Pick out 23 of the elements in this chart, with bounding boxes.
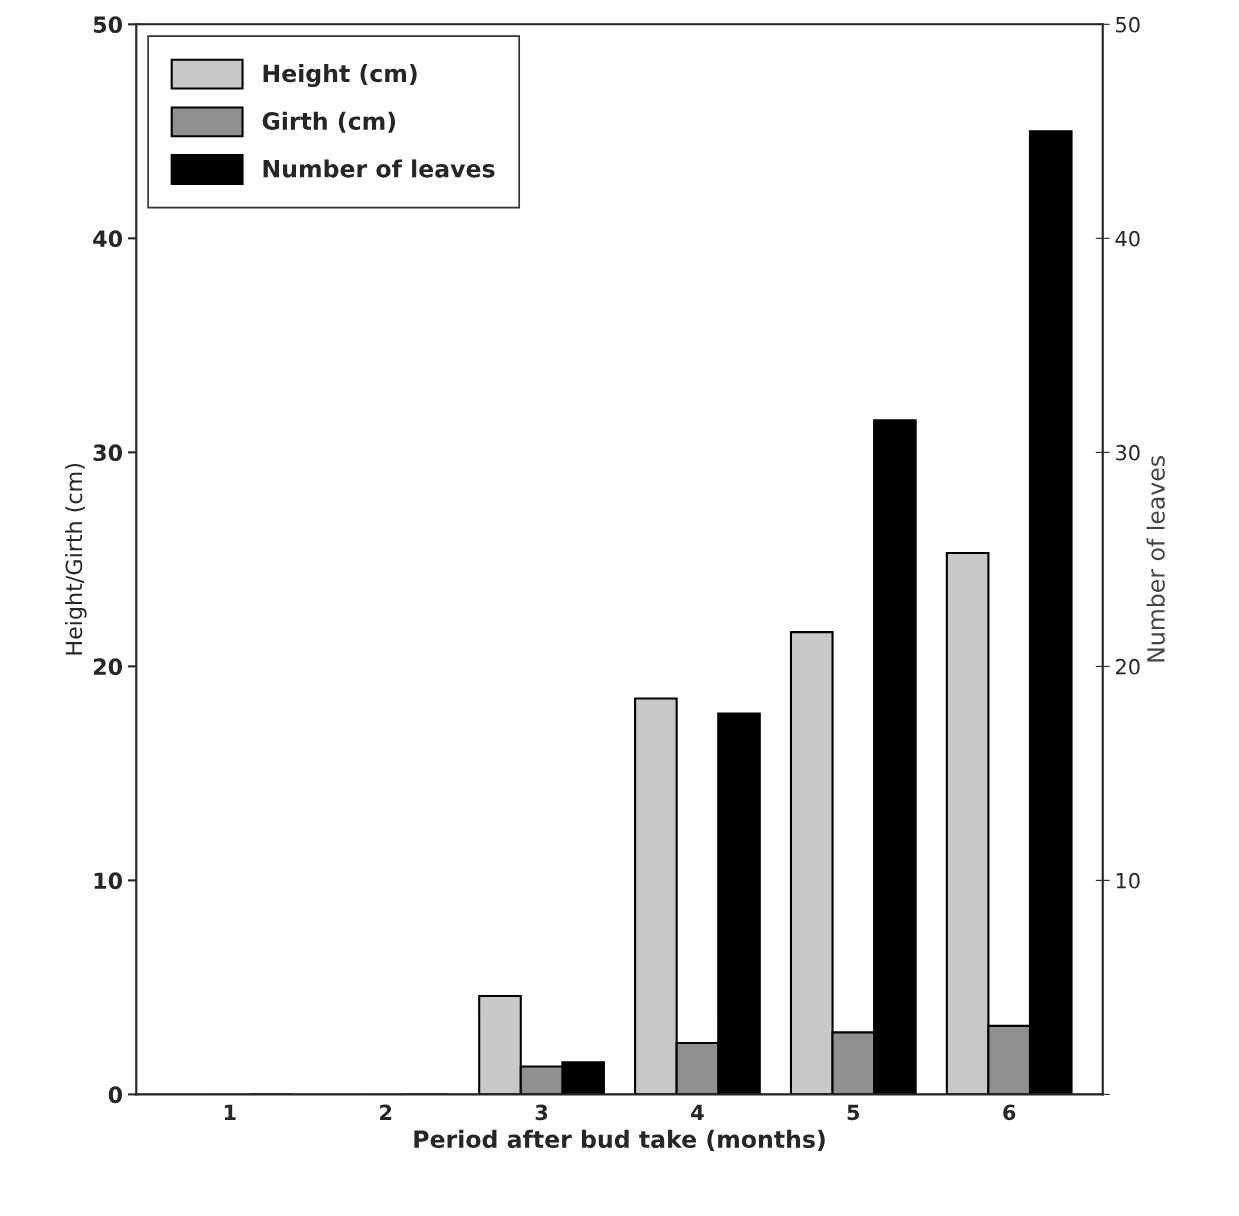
y2-tick-label: 20 xyxy=(1116,658,1140,675)
x-tick-label: 3 xyxy=(535,1104,548,1121)
x-axis-title: Period after bud take (months) xyxy=(414,1129,825,1151)
y-tick-label: 20 xyxy=(93,658,123,676)
x-tick-label: 4 xyxy=(691,1104,704,1120)
legend-label: Height (cm) xyxy=(263,63,417,88)
y2-tick-label: 40 xyxy=(1115,230,1140,247)
legend-label: Girth (cm) xyxy=(262,111,396,133)
legend-label: Number of leaves xyxy=(263,159,495,178)
y2-tick-label: 30 xyxy=(1116,444,1140,461)
y-tick-label: 40 xyxy=(93,230,123,248)
y2-tick-label: 10 xyxy=(1116,872,1140,889)
y2-tick-label: 50 xyxy=(1116,16,1140,33)
y-tick-label: 50 xyxy=(93,16,123,34)
x-tick-label: 1 xyxy=(224,1104,236,1120)
y-tick-label: 30 xyxy=(93,444,123,462)
x-tick-label: 6 xyxy=(1003,1104,1016,1121)
x-tick-label: 5 xyxy=(847,1104,860,1121)
y-tick-label: 10 xyxy=(94,872,123,890)
y-axis-title: Height/Girth (cm) xyxy=(65,464,87,655)
y-tick-label: 0 xyxy=(108,1086,123,1104)
x-tick-label: 2 xyxy=(380,1104,392,1120)
y2-axis-title: Number of leaves xyxy=(1146,456,1165,662)
